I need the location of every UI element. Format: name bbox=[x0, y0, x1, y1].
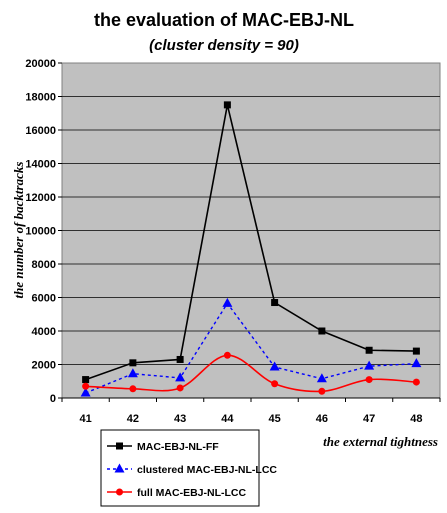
data-point bbox=[82, 382, 90, 390]
series-3 bbox=[82, 351, 420, 395]
y-tick-label: 6000 bbox=[32, 293, 56, 305]
data-point bbox=[412, 347, 420, 355]
data-point bbox=[318, 387, 326, 395]
x-axis-label: the external tightness bbox=[323, 434, 438, 449]
legend-items: MAC-EBJ-NL-FF clustered MAC-EBJ-NL-LCC ful… bbox=[107, 441, 277, 499]
data-point bbox=[411, 358, 422, 368]
x-tick-label: 44 bbox=[221, 413, 234, 425]
legend-item: MAC-EBJ-NL-FF bbox=[107, 441, 219, 453]
legend-label: MAC-EBJ-NL-FF bbox=[137, 441, 219, 453]
gridlines bbox=[62, 96, 440, 365]
y-tick-label: 12000 bbox=[25, 192, 56, 204]
legend-item: full MAC-EBJ-NL-LCC bbox=[107, 487, 246, 499]
y-tick-label: 8000 bbox=[32, 259, 56, 271]
data-point bbox=[176, 384, 184, 392]
series-line bbox=[85, 354, 417, 393]
data-point bbox=[365, 376, 373, 384]
y-tick-label: 10000 bbox=[25, 226, 56, 238]
legend-box bbox=[100, 429, 260, 507]
data-point bbox=[223, 351, 231, 359]
data-point bbox=[223, 101, 231, 109]
y-tick-label: 20000 bbox=[25, 58, 56, 70]
x-tick-label: 43 bbox=[174, 413, 186, 425]
data-point bbox=[364, 360, 375, 370]
data-point bbox=[82, 376, 90, 384]
data-point bbox=[269, 361, 280, 371]
data-point bbox=[80, 387, 91, 397]
data-point bbox=[365, 346, 373, 354]
y-tick-label: 2000 bbox=[32, 360, 56, 372]
data-point bbox=[412, 378, 420, 386]
legend-label: full MAC-EBJ-NL-LCC bbox=[137, 487, 246, 499]
series-1 bbox=[82, 101, 420, 384]
x-tick-label: 41 bbox=[80, 413, 92, 425]
legend-item: clustered MAC-EBJ-NL-LCC bbox=[107, 463, 277, 476]
series-2 bbox=[80, 297, 422, 397]
chart-subtitle: (cluster density = 90) bbox=[149, 37, 299, 54]
data-point bbox=[176, 355, 184, 363]
y-axis-ticks: 0 2000 4000 6000 8000 10000 12000 14000 16000 180… bbox=[25, 58, 62, 405]
legend-label: clustered MAC-EBJ-NL-LCC bbox=[137, 464, 277, 476]
data-point bbox=[316, 373, 327, 383]
series-line bbox=[85, 302, 417, 394]
y-tick-label: 16000 bbox=[25, 125, 56, 137]
data-point bbox=[271, 299, 279, 307]
x-tick-label: 47 bbox=[363, 413, 375, 425]
series-layer bbox=[80, 101, 422, 397]
data-point bbox=[129, 359, 137, 367]
chart-title: the evaluation of MAC-EBJ-NL bbox=[94, 10, 354, 30]
data-point bbox=[129, 385, 137, 393]
data-point bbox=[318, 327, 326, 335]
y-tick-label: 18000 bbox=[25, 92, 56, 104]
series-line bbox=[85, 104, 417, 381]
data-point bbox=[127, 368, 138, 378]
legend-swatch-marker bbox=[116, 488, 123, 496]
legend-swatch-marker bbox=[116, 442, 123, 450]
x-tick-label: 45 bbox=[269, 413, 281, 425]
legend: MAC-EBJ-NL-FF clustered MAC-EBJ-NL-LCC ful… bbox=[100, 429, 277, 507]
y-tick-label: 14000 bbox=[25, 159, 56, 171]
x-tick-label: 48 bbox=[410, 413, 422, 425]
data-point bbox=[175, 372, 186, 382]
y-tick-label: 0 bbox=[50, 393, 56, 405]
data-point bbox=[271, 380, 279, 388]
y-axis-label: the number of backtracks bbox=[11, 162, 26, 299]
x-tick-label: 46 bbox=[316, 413, 328, 425]
data-point bbox=[222, 297, 233, 307]
x-axis-ticks: 41 42 43 44 45 46 47 48 bbox=[61, 397, 441, 425]
y-tick-label: 4000 bbox=[32, 326, 56, 338]
x-tick-label: 42 bbox=[127, 413, 139, 425]
legend-swatch-marker bbox=[114, 463, 125, 473]
